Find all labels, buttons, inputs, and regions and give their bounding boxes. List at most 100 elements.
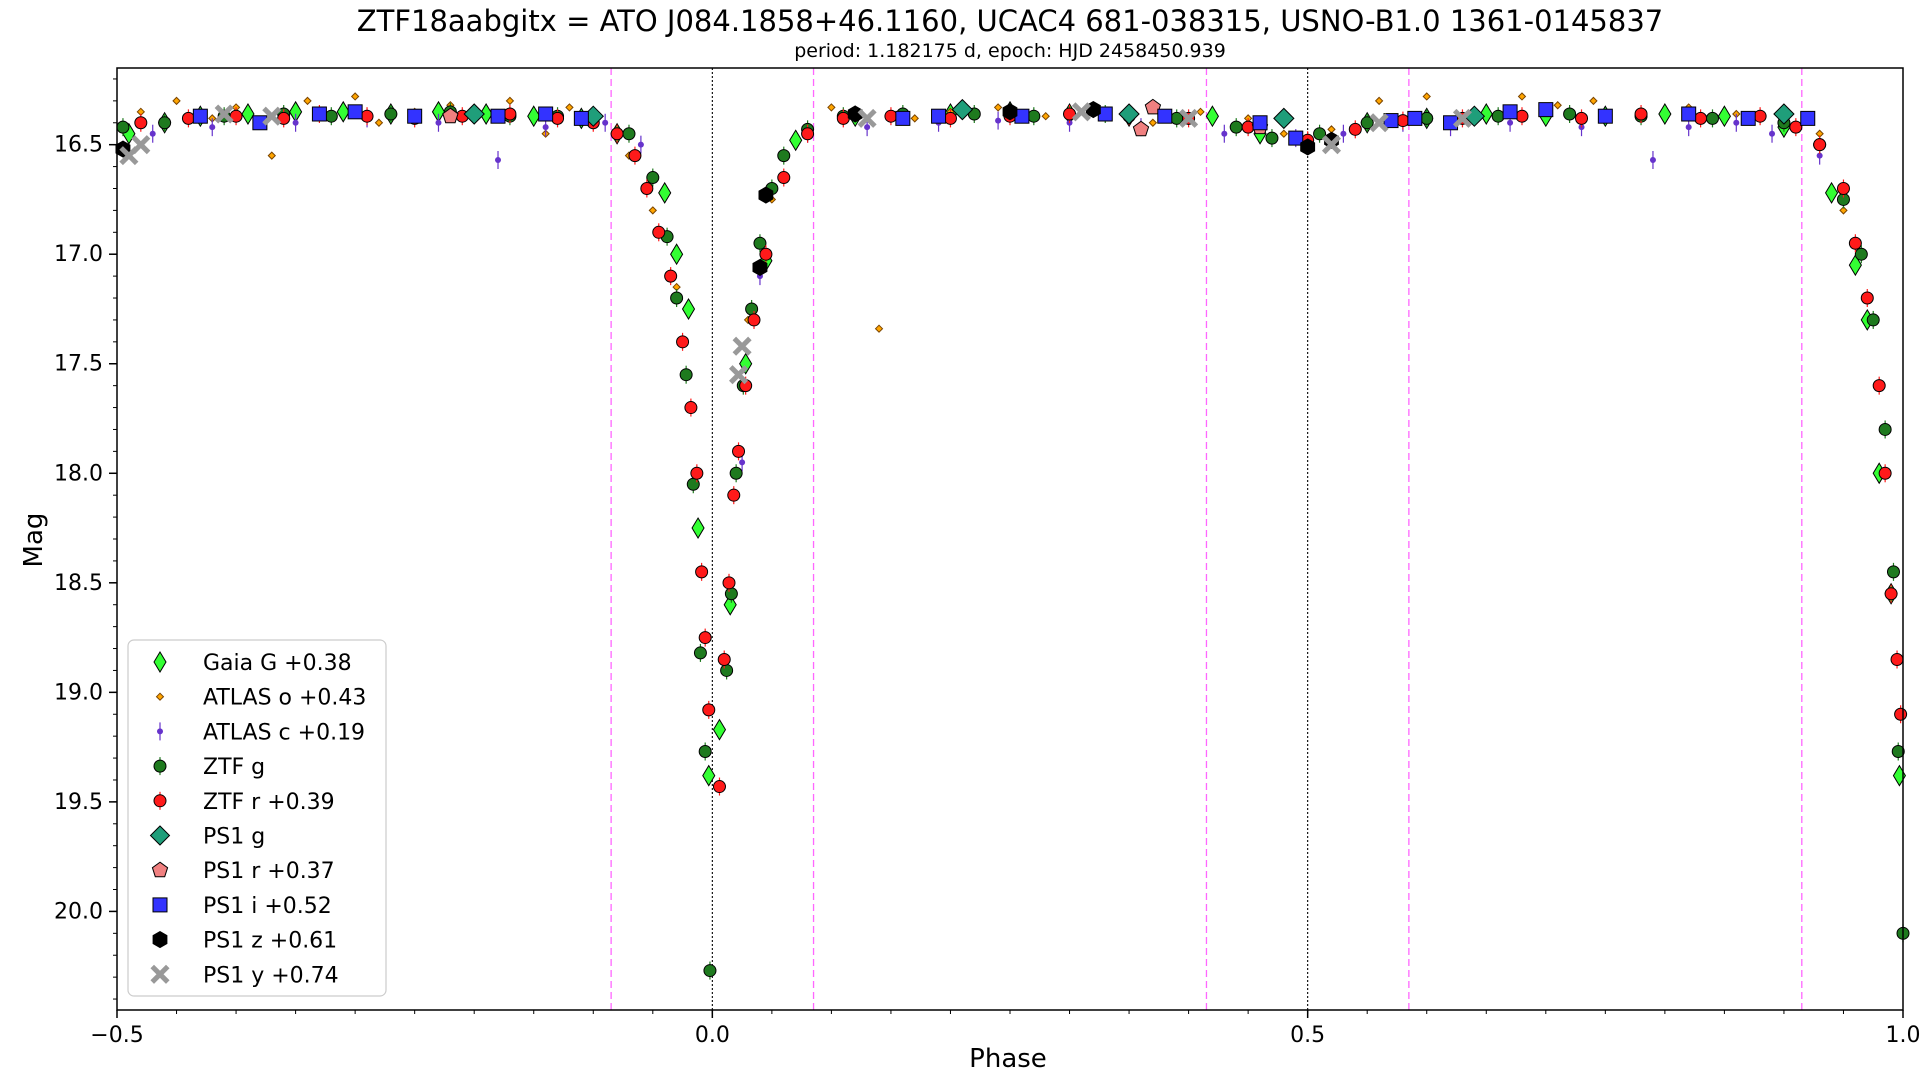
data-point-ztf-r bbox=[760, 248, 772, 260]
x-tick-label: 0.5 bbox=[1290, 1023, 1325, 1048]
data-point-ztf-r bbox=[1695, 112, 1707, 124]
data-point-ps1-z bbox=[759, 187, 773, 203]
data-point-ps1-i bbox=[1253, 116, 1267, 130]
legend-marker-ztf-g bbox=[154, 760, 166, 772]
legend-label: ATLAS o +0.43 bbox=[203, 686, 366, 711]
data-point-atlas-c bbox=[1733, 120, 1739, 126]
data-point-ztf-g bbox=[1867, 314, 1879, 326]
data-point-ztf-g bbox=[1855, 248, 1867, 260]
data-point-ztf-r bbox=[685, 402, 697, 414]
data-point-ztf-g bbox=[385, 108, 397, 120]
data-point-ztf-r bbox=[1861, 292, 1873, 304]
data-point-atlas-c bbox=[739, 459, 745, 465]
data-point-atlas-c bbox=[1769, 131, 1775, 137]
y-tick-label: 16.5 bbox=[54, 133, 103, 158]
legend-label: PS1 i +0.52 bbox=[203, 894, 332, 919]
data-point-ztf-r bbox=[1849, 237, 1861, 249]
y-tick-label: 18.0 bbox=[54, 461, 103, 486]
data-point-ztf-r bbox=[504, 108, 516, 120]
data-point-ztf-r bbox=[748, 314, 760, 326]
data-point-ps1-i bbox=[1801, 111, 1815, 125]
legend-label: ZTF r +0.39 bbox=[203, 790, 335, 815]
data-point-ztf-r bbox=[665, 270, 677, 282]
legend-marker-ztf-r bbox=[154, 795, 166, 807]
legend-label: ATLAS c +0.19 bbox=[203, 720, 365, 745]
data-point-atlas-c bbox=[602, 120, 608, 126]
data-point-ztf-r bbox=[723, 577, 735, 589]
data-point-ztf-r bbox=[552, 112, 564, 124]
data-point-ps1-i bbox=[1539, 103, 1553, 117]
data-point-ztf-r bbox=[885, 110, 897, 122]
data-point-ps1-z bbox=[1301, 139, 1315, 155]
data-point-ztf-g bbox=[730, 467, 742, 479]
data-point-ztf-r bbox=[1885, 588, 1897, 600]
y-tick-label: 18.5 bbox=[54, 571, 103, 596]
data-point-atlas-c bbox=[1686, 124, 1692, 130]
data-point-ztf-g bbox=[671, 292, 683, 304]
data-point-ztf-g bbox=[1492, 110, 1504, 122]
data-point-ztf-r bbox=[1790, 121, 1802, 133]
data-point-ztf-g bbox=[721, 664, 733, 676]
data-point-ztf-g bbox=[699, 745, 711, 757]
data-point-ztf-r bbox=[1635, 108, 1647, 120]
data-point-ztf-r bbox=[1879, 467, 1891, 479]
data-point-ztf-r bbox=[837, 112, 849, 124]
data-point-ps1-i bbox=[1598, 109, 1612, 123]
data-point-ztf-r bbox=[1837, 182, 1849, 194]
data-point-ztf-g bbox=[687, 478, 699, 490]
data-point-ztf-g bbox=[694, 647, 706, 659]
data-point-atlas-c bbox=[435, 120, 441, 126]
data-point-ps1-i bbox=[932, 109, 946, 123]
x-tick-label: 0.0 bbox=[695, 1023, 730, 1048]
data-point-atlas-c bbox=[543, 124, 549, 130]
y-tick-label: 20.0 bbox=[54, 899, 103, 924]
data-point-ps1-i bbox=[1158, 109, 1172, 123]
x-tick-label: 1.0 bbox=[1886, 1023, 1920, 1048]
x-axis-label: Phase bbox=[969, 1044, 1047, 1074]
y-tick-label: 19.5 bbox=[54, 790, 103, 815]
data-point-ztf-g bbox=[725, 588, 737, 600]
x-tick-label: −0.5 bbox=[90, 1023, 143, 1048]
data-point-ztf-g bbox=[680, 369, 692, 381]
data-point-ztf-r bbox=[361, 110, 373, 122]
legend: Gaia G +0.38 ATLAS o +0.43 ATLAS c +0.19 ZT… bbox=[128, 640, 386, 996]
data-point-ztf-r bbox=[718, 653, 730, 665]
data-point-ztf-r bbox=[728, 489, 740, 501]
data-point-ztf-g bbox=[754, 237, 766, 249]
data-point-ztf-r bbox=[1814, 139, 1826, 151]
data-point-ps1-i bbox=[408, 109, 422, 123]
legend-label: ZTF g bbox=[203, 755, 265, 780]
data-point-ztf-g bbox=[1879, 423, 1891, 435]
data-point-atlas-c bbox=[209, 124, 215, 130]
data-point-atlas-c bbox=[864, 124, 870, 130]
data-point-ztf-r bbox=[641, 182, 653, 194]
data-point-ps1-i bbox=[1408, 111, 1422, 125]
chart-title: ZTF18aabgitx = ATO J084.1858+46.1160, UC… bbox=[357, 4, 1664, 38]
data-point-ztf-g bbox=[704, 965, 716, 977]
y-axis-label: Mag bbox=[19, 513, 49, 568]
data-point-atlas-c bbox=[1221, 131, 1227, 137]
data-point-ztf-r bbox=[1397, 115, 1409, 127]
legend-label: Gaia G +0.38 bbox=[203, 651, 352, 676]
data-point-atlas-c bbox=[1650, 157, 1656, 163]
data-point-ztf-r bbox=[182, 112, 194, 124]
data-point-ztf-g bbox=[1266, 132, 1278, 144]
legend-label: PS1 z +0.61 bbox=[203, 929, 337, 954]
data-point-ps1-i bbox=[193, 109, 207, 123]
data-point-ztf-r bbox=[944, 112, 956, 124]
legend-marker-atlas-c bbox=[157, 728, 163, 734]
data-point-ztf-r bbox=[802, 128, 814, 140]
data-point-ztf-g bbox=[1706, 112, 1718, 124]
data-point-ztf-r bbox=[629, 150, 641, 162]
data-point-ztf-r bbox=[653, 226, 665, 238]
data-point-ps1-z bbox=[753, 259, 767, 275]
data-point-ztf-g bbox=[1028, 110, 1040, 122]
legend-label: PS1 g bbox=[203, 825, 265, 850]
data-point-ps1-i bbox=[896, 111, 910, 125]
data-point-ztf-r bbox=[1891, 653, 1903, 665]
y-tick-label: 17.5 bbox=[54, 352, 103, 377]
data-point-ps1-i bbox=[312, 107, 326, 121]
data-point-ps1-i bbox=[1741, 111, 1755, 125]
data-point-ztf-r bbox=[733, 445, 745, 457]
